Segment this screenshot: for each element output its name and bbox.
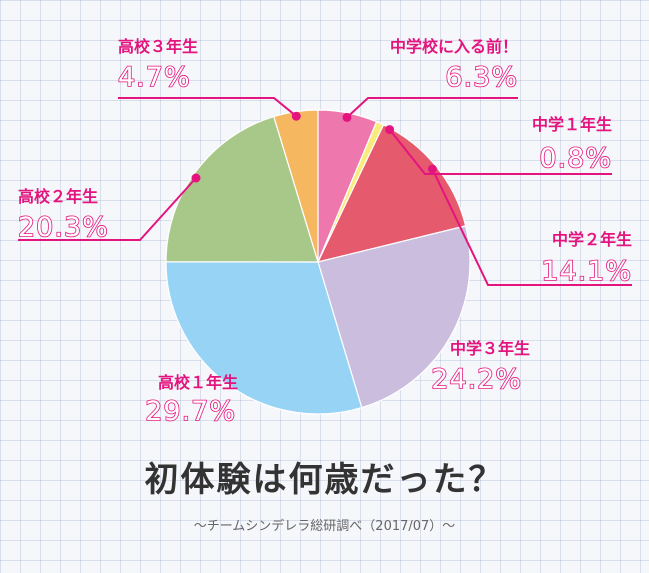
- slice-value-5: 29.7%: [145, 396, 236, 427]
- leader-dot-2: [385, 125, 395, 135]
- slice-value-1: 6.3%: [445, 62, 518, 93]
- slice-label-4: 中学３年生: [450, 339, 530, 358]
- slice-value-7: 4.7%: [118, 62, 191, 93]
- slice-value-6: 20.3%: [18, 212, 109, 243]
- leader-line-1: [346, 97, 518, 119]
- chart-title: 初体験は何歳だった？: [144, 460, 505, 500]
- leader-line-2: [388, 128, 612, 175]
- leader-dot-7: [291, 111, 301, 121]
- slice-labels: 中学校に入る前！ 6.3% 中学１年生 0.8% 中学２年生 14.1% 中学３年生 24.2…: [17, 37, 632, 428]
- pie-slice-5: [165, 261, 363, 415]
- slice-label-7: 高校３年生: [118, 37, 198, 56]
- slice-value-3: 14.1%: [541, 256, 632, 287]
- slice-label-2: 中学１年生: [532, 115, 612, 134]
- slice-label-5: 高校１年生: [158, 373, 238, 392]
- leader-line-3: [431, 168, 632, 286]
- slice-value-2: 0.8%: [539, 143, 612, 174]
- slice-label-3: 中学２年生: [552, 230, 632, 249]
- pie-slice-6: [165, 115, 319, 263]
- pie-slice-4: [317, 225, 471, 409]
- leader-lines: [18, 97, 632, 286]
- pie-slice-7: [273, 109, 319, 263]
- slice-label-1: 中学校に入る前！: [390, 37, 518, 56]
- pie-slices: [165, 109, 471, 415]
- leader-line-6: [18, 177, 197, 241]
- slice-value-4: 24.2%: [431, 364, 522, 395]
- leader-dot-3: [427, 164, 437, 174]
- slice-label-6: 高校２年生: [18, 187, 98, 206]
- leader-dot-6: [191, 173, 201, 183]
- source-note: 〜チームシンデレラ総研調べ（2017/07）〜: [193, 519, 456, 534]
- leader-dot-1: [342, 112, 352, 122]
- leader-line-7: [118, 97, 297, 117]
